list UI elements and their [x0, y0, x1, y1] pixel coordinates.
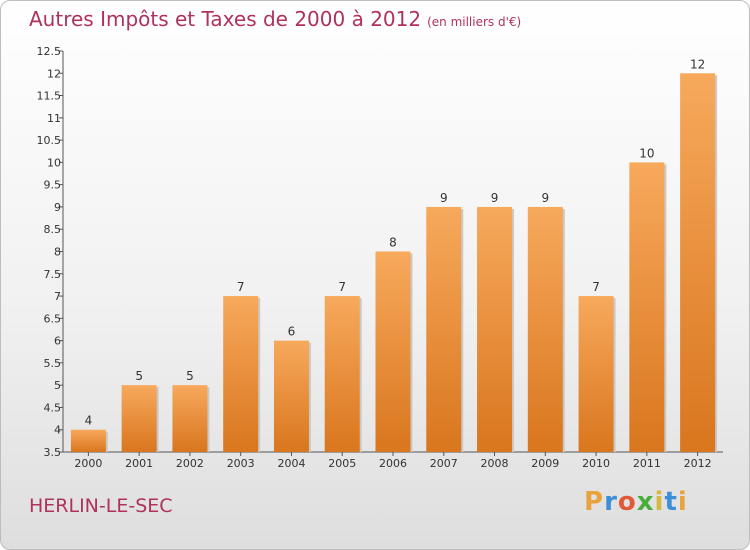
y-tick-label: 8: [54, 246, 61, 259]
bar-value-label: 7: [237, 280, 245, 294]
y-tick-label: 6: [54, 335, 61, 348]
y-tick-label: 10: [47, 156, 61, 169]
y-tick-label: 5: [54, 379, 61, 392]
proxiti-logo[interactable]: Proxiti: [584, 487, 688, 517]
y-tick-label: 6.5: [44, 312, 62, 325]
bar-value-label: 12: [690, 57, 705, 71]
bar: [172, 385, 208, 452]
bar: [273, 340, 309, 452]
bar: [527, 206, 563, 452]
logo-letter: o: [617, 487, 637, 517]
y-tick-label: 7: [54, 290, 61, 303]
bar-value-label: 9: [491, 191, 499, 205]
x-tick-label: 2004: [277, 457, 305, 470]
bar-value-label: 7: [592, 280, 600, 294]
y-tick-label: 4.5: [44, 401, 62, 414]
x-tick-label: 2006: [379, 457, 407, 470]
unit-note: (en milliers d'€): [427, 15, 522, 29]
logo-letter: i: [677, 487, 688, 517]
x-tick-label: 2001: [125, 457, 153, 470]
x-tick-label: 2005: [328, 457, 356, 470]
bar: [477, 206, 513, 452]
bar: [223, 296, 259, 452]
bar-value-label: 8: [389, 236, 397, 250]
bar-value-label: 6: [288, 325, 296, 339]
x-tick-label: 2011: [633, 457, 661, 470]
logo-letter: r: [604, 487, 618, 517]
y-tick-label: 4: [54, 424, 61, 437]
bar-value-label: 5: [135, 369, 143, 383]
y-tick-label: 12: [47, 67, 61, 80]
logo-letter: t: [664, 487, 678, 517]
x-tick-label: 2009: [531, 457, 559, 470]
y-tick-label: 12.5: [37, 45, 62, 58]
bar: [375, 251, 411, 452]
bar: [680, 73, 716, 453]
bar-value-label: 9: [541, 191, 549, 205]
x-tick-label: 2002: [176, 457, 204, 470]
bar: [121, 385, 157, 452]
y-tick-label: 5.5: [44, 357, 62, 370]
logo-letter: i: [654, 487, 665, 517]
y-tick-label: 9.5: [44, 179, 62, 192]
x-tick-label: 2012: [684, 457, 712, 470]
y-tick-label: 8.5: [44, 223, 62, 236]
bar-value-label: 4: [85, 414, 93, 428]
logo-letter: P: [584, 487, 605, 517]
bar: [70, 429, 106, 452]
bar: [426, 206, 462, 452]
chart-title-text: Autres Impôts et Taxes de 2000 à 2012: [29, 7, 422, 31]
y-tick-label: 3.5: [44, 446, 62, 459]
logo-letter: x: [636, 487, 655, 517]
y-tick-label: 10.5: [37, 134, 62, 147]
x-tick-label: 2000: [74, 457, 102, 470]
chart-title: Autres Impôts et Taxes de 2000 à 2012 (en…: [29, 7, 521, 31]
bar: [578, 296, 614, 452]
commune-name: HERLIN-LE-SEC: [29, 495, 173, 517]
bar-value-label: 9: [440, 191, 448, 205]
bar-value-label: 5: [186, 369, 194, 383]
y-tick-label: 11: [47, 112, 61, 125]
y-tick-label: 9: [54, 201, 61, 214]
x-tick-label: 2007: [430, 457, 458, 470]
bar: [324, 296, 360, 452]
bar-value-label: 7: [338, 280, 346, 294]
x-tick-label: 2008: [481, 457, 509, 470]
x-tick-label: 2003: [227, 457, 255, 470]
y-tick-label: 11.5: [37, 90, 62, 103]
bar-value-label: 10: [639, 146, 654, 160]
x-tick-label: 2010: [582, 457, 610, 470]
bar: [629, 162, 665, 452]
y-tick-label: 7.5: [44, 268, 62, 281]
